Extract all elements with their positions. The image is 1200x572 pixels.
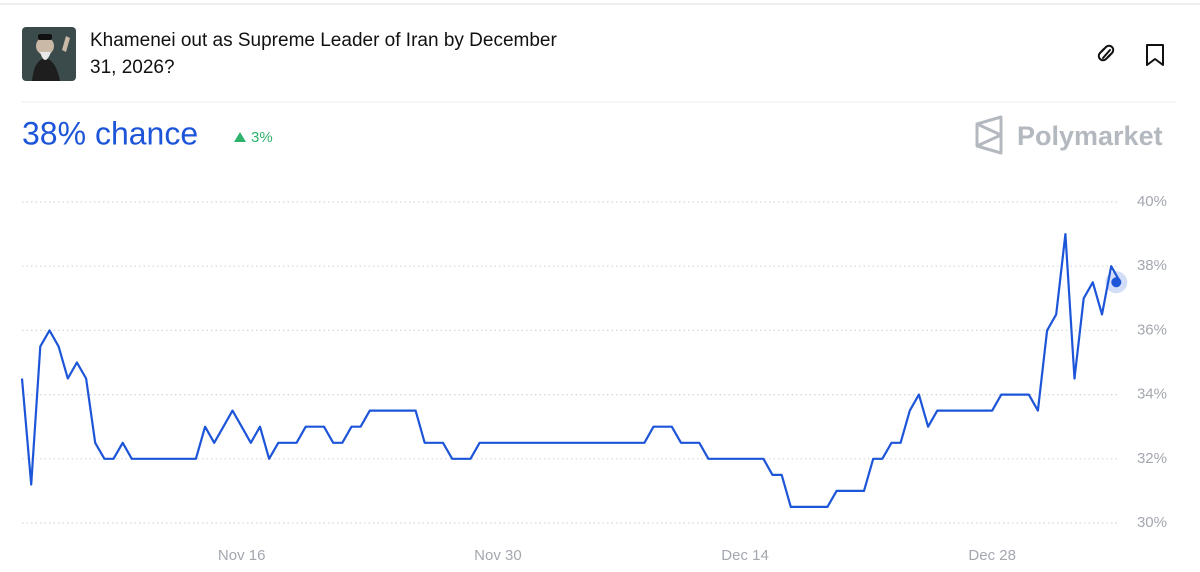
brand-logo [975, 115, 1003, 155]
y-tick-label: 36% [1137, 321, 1167, 338]
x-tick-label: Nov 30 [474, 547, 522, 564]
headline: 38% chance [22, 115, 198, 151]
avatar [22, 27, 76, 81]
brand: Polymarket [1017, 121, 1163, 151]
x-tick-label: Dec 14 [721, 547, 769, 564]
y-tick-label: 34% [1137, 386, 1167, 403]
change-arrow [234, 132, 246, 142]
link-icon[interactable] [1097, 44, 1115, 62]
y-tick-label: 40% [1137, 193, 1167, 210]
line [20, 233, 1122, 508]
y-tick-label: 30% [1137, 514, 1167, 531]
change: 3% [251, 129, 273, 146]
y-tick-label: 38% [1137, 257, 1167, 274]
title: Khamenei out as Supreme Leader of Iran b… [90, 30, 557, 51]
end-dot [1111, 277, 1122, 288]
y-tick-label: 32% [1137, 450, 1167, 467]
title: 31, 2026? [90, 57, 175, 78]
bookmark-icon[interactable] [1146, 44, 1164, 66]
x-tick-label: Nov 16 [218, 547, 266, 564]
x-tick-label: Dec 28 [968, 547, 1016, 564]
